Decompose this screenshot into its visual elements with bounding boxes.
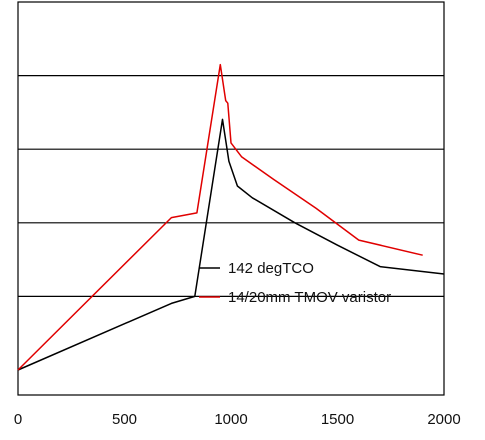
x-tick-labels: 0 500 1000 1500 2000 [14,411,461,428]
series-line-142-degtco [17,118,445,371]
series-line-tmov-varistor [17,63,423,371]
x-tick-label-1000: 1000 [214,411,247,428]
grid-lines [18,74,444,297]
series-lines [17,63,445,371]
x-tick-label-500: 500 [112,411,137,428]
x-tick-label-1500: 1500 [321,411,354,428]
legend: 142 degTCO 14/20mm TMOV varistor [199,260,391,306]
legend-label-tmov-varistor: 14/20mm TMOV varistor [228,289,391,306]
x-tick-label-2000: 2000 [427,411,460,428]
plot-area-frame [17,1,445,396]
x-tick-label-0: 0 [14,411,22,428]
legend-label-142-degtco: 142 degTCO [228,260,314,277]
